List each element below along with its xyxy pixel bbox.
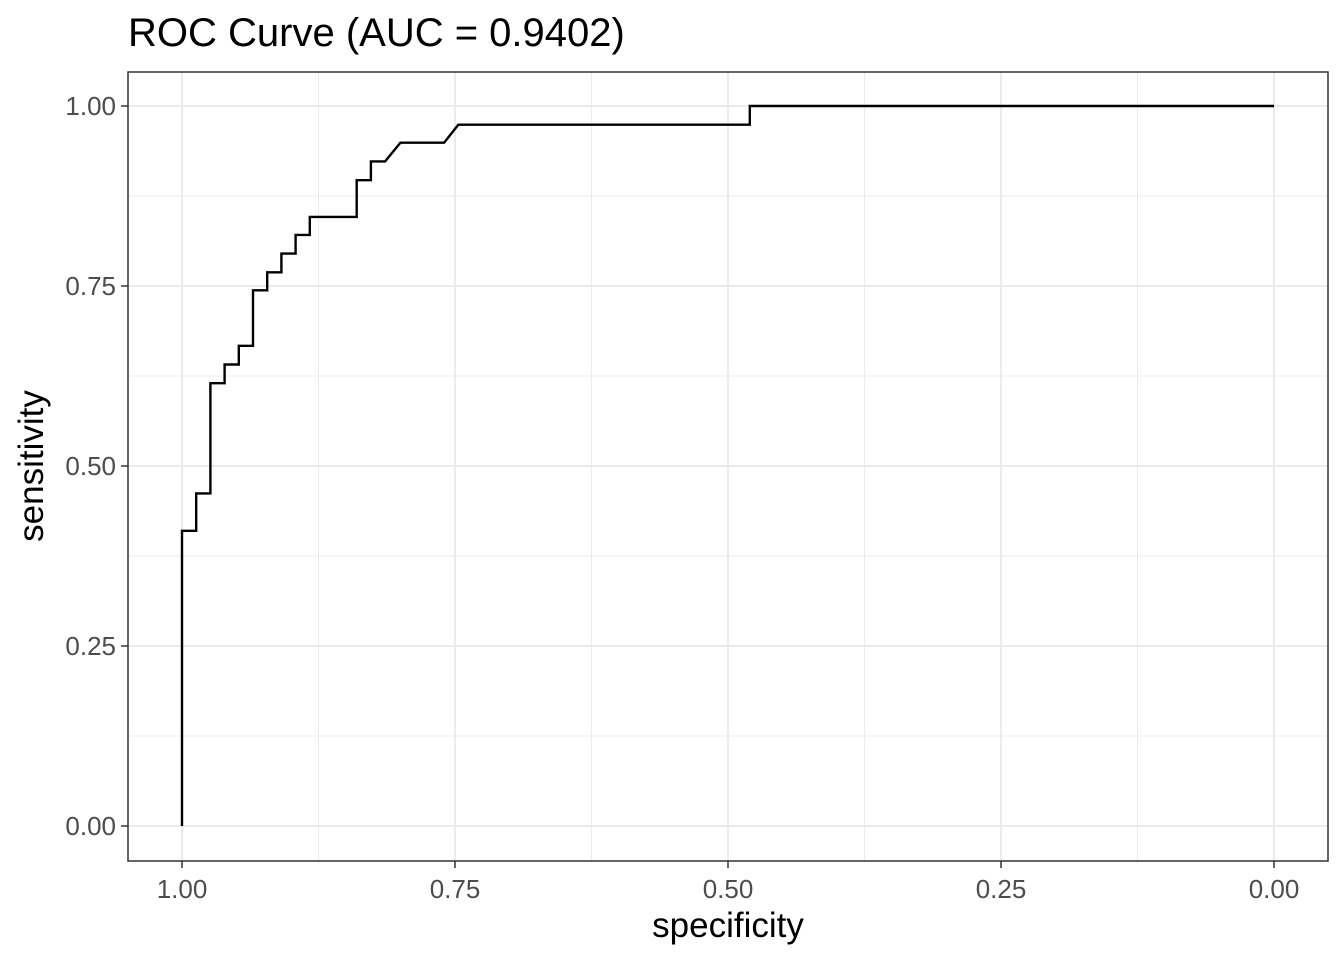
x-tick-label: 0.00 [1249,874,1300,904]
x-tick-label: 0.75 [430,874,481,904]
roc-curve-line [180,104,1274,826]
x-axis: 1.00 0.75 0.50 0.25 0.00 [157,861,1300,904]
y-tick-label: 1.00 [65,91,116,121]
y-tick-label: 0.50 [65,451,116,481]
y-tick-label: 0.25 [65,631,116,661]
y-tick-label: 0.00 [65,811,116,841]
x-tick-label: 0.25 [976,874,1027,904]
y-tick-label: 0.75 [65,271,116,301]
x-tick-label: 1.00 [157,874,208,904]
x-axis-title: specificity [652,906,804,945]
y-axis: 0.00 0.25 0.50 0.75 1.00 [65,91,128,841]
x-tick-label: 0.50 [703,874,754,904]
chart-title: ROC Curve (AUC = 0.9402) [128,11,625,55]
y-axis-title: sensitivity [12,390,51,542]
major-gridlines [128,72,1328,861]
